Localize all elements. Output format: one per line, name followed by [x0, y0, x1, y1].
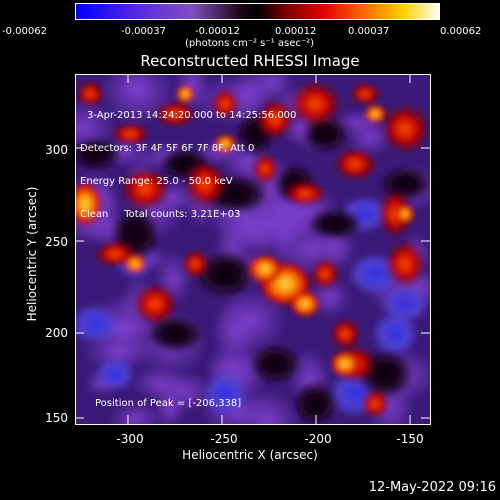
emission-region [250, 152, 280, 186]
emission-region [383, 238, 427, 290]
emission-region [360, 388, 390, 420]
hot-spot [213, 134, 237, 154]
violet-region [216, 287, 287, 353]
emission-region [287, 79, 343, 129]
observation-energy: Energy Range: 25.0 - 50.0 keV [80, 176, 233, 187]
emission-region [75, 79, 106, 109]
hot-spot [175, 84, 195, 104]
y-tick-label: 250 [45, 235, 68, 249]
emission-region [119, 166, 171, 212]
rhessi-image-map [75, 74, 430, 424]
observation-time: 3-Apr-2013 14:24:20.000 to 14:25:56.000 [87, 110, 297, 121]
emission-region [180, 248, 210, 280]
emission-region [379, 103, 430, 155]
hot-spot [247, 253, 283, 285]
hot-spot [289, 290, 321, 318]
violet-region [237, 390, 300, 424]
violet-region [153, 370, 214, 413]
hot-spot [363, 104, 387, 124]
hot-spot [123, 254, 147, 274]
violet-region [216, 201, 291, 258]
colorbar-gradient [75, 3, 440, 20]
blue-region [95, 356, 135, 392]
colorbar-tick-label: -0.00062 [2, 26, 47, 37]
violet-region [109, 401, 162, 424]
observation-info: 3-Apr-2013 14:24:20.000 to 14:25:56.000 … [80, 88, 296, 231]
emission-region [309, 257, 341, 291]
y-tick-label: 300 [45, 143, 68, 157]
emission-region [109, 121, 151, 147]
colorbar-tick-label: 0.00012 [275, 26, 317, 37]
x-tick-label: -250 [210, 432, 238, 446]
x-tick-label: -300 [116, 432, 144, 446]
hot-spot [75, 180, 103, 228]
x-tick-label: -200 [304, 432, 332, 446]
dark-region [247, 343, 303, 385]
violet-region [117, 74, 152, 100]
dark-region [306, 207, 364, 241]
blue-region [371, 311, 419, 357]
colorbar-tick-label: -0.00012 [195, 26, 240, 37]
y-tick-label: 200 [45, 326, 68, 340]
blue-region [75, 304, 120, 344]
blue-region [202, 370, 248, 418]
y-axis-label: Heliocentric Y (arcsec) [25, 186, 39, 322]
emission-region [209, 87, 241, 121]
footer-timestamp: 12-May-2022 09:16 [368, 480, 496, 495]
observation-detectors: Detectors: 3F 4F 5F 6F 7F 8F, Att 0 [80, 143, 255, 154]
emission-region [131, 282, 179, 326]
colorbar [75, 3, 440, 20]
emission-region [329, 317, 361, 351]
colorbar-tick-label: 0.00037 [348, 26, 390, 37]
y-tick-label: 150 [45, 411, 68, 425]
hot-spot [395, 204, 415, 224]
emission-region [152, 100, 198, 128]
rhessi-image [75, 74, 430, 424]
emission-region [183, 159, 227, 209]
emission-region [348, 81, 382, 107]
emission-region [332, 146, 378, 182]
observation-counts: Clean Total counts: 3.21E+03 [80, 209, 241, 220]
dark-region [291, 380, 339, 424]
image-title: Reconstructed RHESSI Image [140, 52, 360, 70]
emission-region [282, 181, 328, 207]
colorbar-units: (photons cm⁻² s⁻¹ asec⁻²) [185, 38, 315, 49]
colorbar-tick-label: -0.00037 [121, 26, 166, 37]
x-axis-label: Heliocentric X (arcsec) [182, 448, 318, 462]
colorbar-tick-label: 0.00062 [440, 26, 482, 37]
emission-region [254, 97, 296, 141]
peak-position: Position of Peak = [-206,338] [95, 398, 242, 409]
dark-region [75, 136, 123, 172]
x-tick-label: -150 [396, 432, 424, 446]
hot-spot [329, 350, 361, 378]
